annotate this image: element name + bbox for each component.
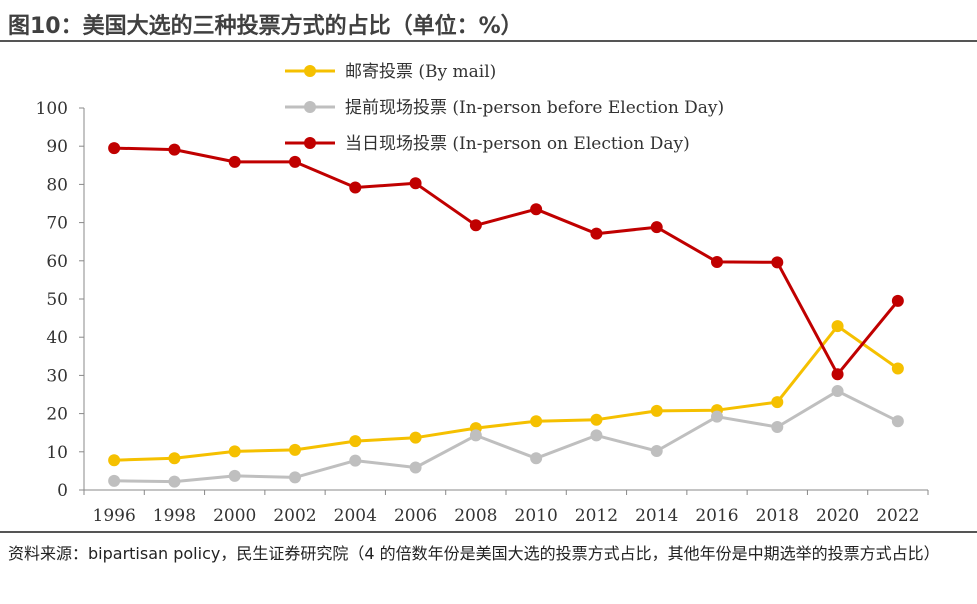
legend-label: 当日现场投票 (In-person on Election Day) — [345, 134, 690, 154]
series-0-point — [168, 452, 181, 465]
series-2-point — [831, 368, 844, 381]
series-0-point — [590, 413, 603, 426]
legend-swatch-marker — [304, 65, 316, 77]
series-1-point — [711, 410, 723, 423]
series-0-point — [771, 396, 784, 409]
series-2-point — [530, 203, 543, 216]
series-1-point — [650, 445, 663, 458]
series-2-point — [228, 155, 241, 168]
title-bar: 图10：美国大选的三种投票方式的占比（单位：%） — [0, 0, 977, 42]
series-0-line — [114, 324, 899, 462]
series-1-point — [590, 429, 603, 442]
y-tick-label: 90 — [46, 137, 68, 157]
series-1-point — [530, 452, 543, 465]
series-0-point — [349, 435, 362, 448]
series-1-point — [228, 469, 241, 482]
series-0-point — [530, 415, 543, 428]
series-1-point — [469, 429, 482, 442]
series-1-line — [114, 389, 899, 484]
legend-label: 提前现场投票 (In-person before Election Day) — [345, 98, 724, 118]
x-tick-label: 2022 — [876, 506, 919, 526]
series-1-point — [771, 420, 784, 433]
y-tick-label: 100 — [36, 99, 68, 119]
series-1-point — [891, 415, 904, 428]
series-2-point — [590, 227, 603, 240]
series-2-point — [891, 294, 904, 307]
series-2-point — [711, 255, 723, 268]
x-tick-label: 2002 — [273, 506, 316, 526]
y-tick-label: 10 — [46, 443, 68, 463]
series-1-point — [168, 475, 181, 488]
y-tick-label: 20 — [46, 405, 68, 425]
x-tick-label: 2014 — [635, 506, 678, 526]
plot-area — [108, 142, 904, 488]
series-2-point — [289, 155, 301, 168]
legend-label: 邮寄投票 (By mail) — [345, 62, 496, 82]
series-2-point — [108, 142, 121, 155]
y-tick-label: 80 — [46, 175, 68, 195]
series-0-point — [650, 404, 663, 417]
y-tick-label: 30 — [46, 366, 68, 386]
series-1-point — [409, 461, 422, 474]
series-1-point — [289, 471, 301, 484]
y-tick-label: 0 — [57, 481, 68, 501]
series-2-point — [168, 143, 181, 156]
legend-swatch-marker — [304, 101, 316, 113]
y-tick-label: 70 — [46, 214, 68, 234]
y-tick-label: 50 — [46, 290, 68, 310]
series-2-point — [650, 221, 663, 234]
x-tick-label: 2012 — [575, 506, 618, 526]
y-tick-label: 40 — [46, 328, 68, 348]
chart-title: 图10：美国大选的三种投票方式的占比（单位：%） — [8, 14, 523, 39]
series-2-point — [349, 181, 362, 194]
series-0-point — [409, 431, 422, 444]
series-1-point — [831, 385, 844, 398]
series-0-point — [228, 445, 241, 458]
series-0-point — [831, 320, 844, 333]
series-2-line — [114, 146, 900, 376]
x-tick-label: 2004 — [334, 506, 377, 526]
series-2-point — [469, 219, 482, 232]
legend-swatch-marker — [304, 137, 316, 149]
series-1-point — [108, 474, 121, 487]
legend: 邮寄投票 (By mail) 提前现场投票 (In-person before E… — [285, 62, 724, 154]
source-note: 资料来源：bipartisan policy，民生证券研究院（4 的倍数年份是美… — [8, 544, 940, 563]
x-tick-label: 2006 — [394, 506, 437, 526]
series-0-point — [289, 443, 301, 456]
x-tick-label: 2016 — [695, 506, 738, 526]
bottom-divider — [0, 531, 977, 533]
x-tick-label: 1998 — [153, 506, 196, 526]
series-2-point — [409, 177, 422, 190]
x-tick-label: 2010 — [515, 506, 558, 526]
y-tick-label: 60 — [46, 252, 68, 272]
series-0-point — [108, 454, 121, 467]
x-tick-label: 2018 — [756, 506, 799, 526]
series-1-point — [349, 454, 362, 467]
x-tick-label: 2020 — [816, 506, 859, 526]
x-tick-label: 2008 — [454, 506, 497, 526]
line-chart: 0 10 20 30 40 50 60 70 80 90 100 1996 1998 2000 2002 20… — [36, 62, 929, 526]
series-2-point — [771, 256, 784, 269]
x-tick-label: 2000 — [213, 506, 256, 526]
axes: 0 10 20 30 40 50 60 70 80 90 100 1996 1998 2000 2002 20… — [36, 99, 929, 526]
x-tick-label: 1996 — [93, 506, 136, 526]
series-0-point — [891, 362, 904, 375]
